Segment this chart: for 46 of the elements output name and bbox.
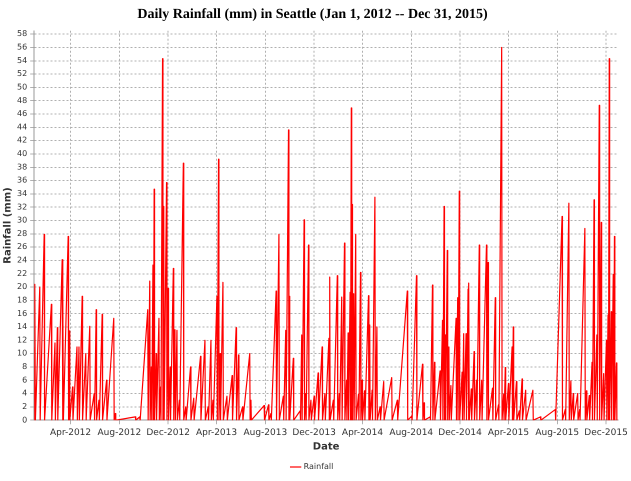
- y-tick-label: 6: [22, 375, 28, 384]
- y-tick-label: 16: [16, 308, 28, 318]
- y-tick-label: 34: [16, 188, 28, 198]
- y-tick-label: 12: [16, 335, 28, 344]
- y-tick-label: 56: [16, 42, 28, 52]
- x-tick-label: Apr-2013: [196, 428, 238, 438]
- y-tick-label: 48: [16, 96, 28, 105]
- y-tick-label: 50: [16, 82, 28, 92]
- y-tick-label: 8: [22, 362, 28, 372]
- y-tick-label: 46: [16, 109, 28, 118]
- y-tick-label: 14: [16, 322, 28, 332]
- y-tick-label: 26: [16, 242, 28, 252]
- x-tick-label: Aug-2015: [535, 428, 580, 438]
- x-tick-label: Aug-2012: [97, 428, 142, 438]
- x-tick-label: Aug-2013: [243, 428, 288, 438]
- y-tick-label: 32: [16, 202, 28, 212]
- y-tick-label: 28: [16, 228, 28, 238]
- y-axis-title: Rainfall (mm): [2, 187, 14, 264]
- y-tick-label: 38: [16, 162, 28, 172]
- x-tick-label: Dec-2012: [146, 428, 190, 438]
- chart-title: Daily Rainfall (mm) in Seattle (Jan 1, 2012 -- Dec 31, 2015): [137, 7, 488, 22]
- y-tick-label: 2: [22, 402, 28, 411]
- legend-label: Rainfall: [304, 462, 334, 472]
- y-tick-label: 0: [22, 415, 28, 424]
- x-tick-label: Apr-2015: [488, 428, 530, 438]
- y-tick-label: 52: [16, 69, 28, 78]
- y-tick-label: 20: [16, 282, 28, 292]
- y-tick-label: 30: [16, 216, 28, 225]
- y-tick-label: 58: [16, 29, 28, 38]
- x-axis-title: Date: [312, 442, 340, 453]
- y-tick-label: 44: [16, 122, 28, 132]
- y-tick-label: 4: [22, 388, 28, 398]
- y-tick-label: 22: [16, 268, 28, 278]
- y-tick-label: 24: [16, 256, 28, 265]
- y-tick-label: 36: [16, 176, 28, 185]
- x-tick-label: Dec-2015: [584, 428, 628, 438]
- x-tick-label: Aug-2014: [389, 428, 434, 438]
- y-tick-label: 40: [16, 149, 28, 158]
- x-tick-label: Dec-2014: [438, 428, 482, 438]
- x-tick-label: Dec-2013: [292, 428, 336, 438]
- y-tick-label: 10: [16, 348, 28, 358]
- y-tick-label: 18: [16, 295, 28, 304]
- y-tick-label: 54: [16, 56, 28, 65]
- y-tick-label: 42: [16, 136, 28, 145]
- x-tick-label: Apr-2014: [342, 428, 384, 438]
- x-tick-label: Apr-2012: [50, 428, 92, 438]
